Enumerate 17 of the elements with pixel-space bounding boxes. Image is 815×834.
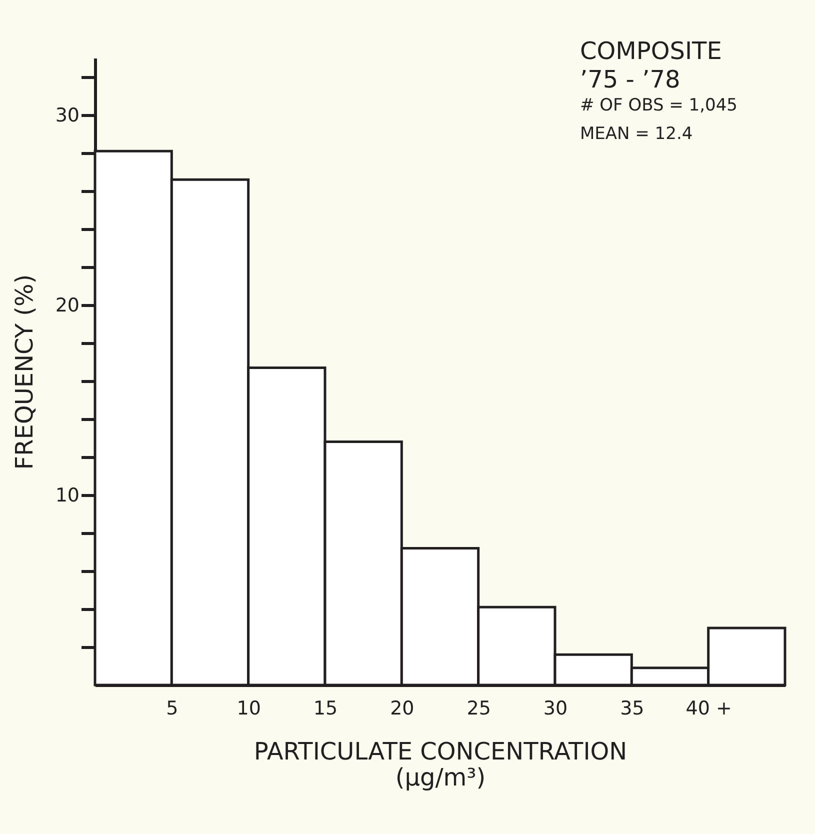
y-tick-label: 30: [55, 104, 80, 126]
y-tick-label: 20: [55, 294, 80, 316]
y-tick-label: 10: [55, 484, 80, 506]
x-tick-label: 40 +: [686, 698, 732, 720]
x-tick-label: 10: [236, 698, 261, 720]
y-axis-title: FREQUENCY (%): [10, 274, 38, 470]
x-tick-label: 35: [620, 698, 644, 720]
x-tick-label: 30: [543, 698, 568, 720]
x-tick-label: 25: [466, 698, 491, 720]
annotation: MEAN = 12.4: [580, 124, 693, 144]
x-tick-label: 20: [390, 698, 414, 720]
annotation: ’75 - ’78: [580, 66, 680, 94]
x-axis-title: PARTICULATE CONCENTRATION (µg/m³): [254, 738, 628, 792]
annotation: # OF OBS = 1,045: [580, 95, 738, 116]
x-tick-label: 15: [313, 698, 338, 720]
annotation: COMPOSITE: [580, 37, 722, 65]
x-tick-label: 5: [166, 698, 178, 720]
